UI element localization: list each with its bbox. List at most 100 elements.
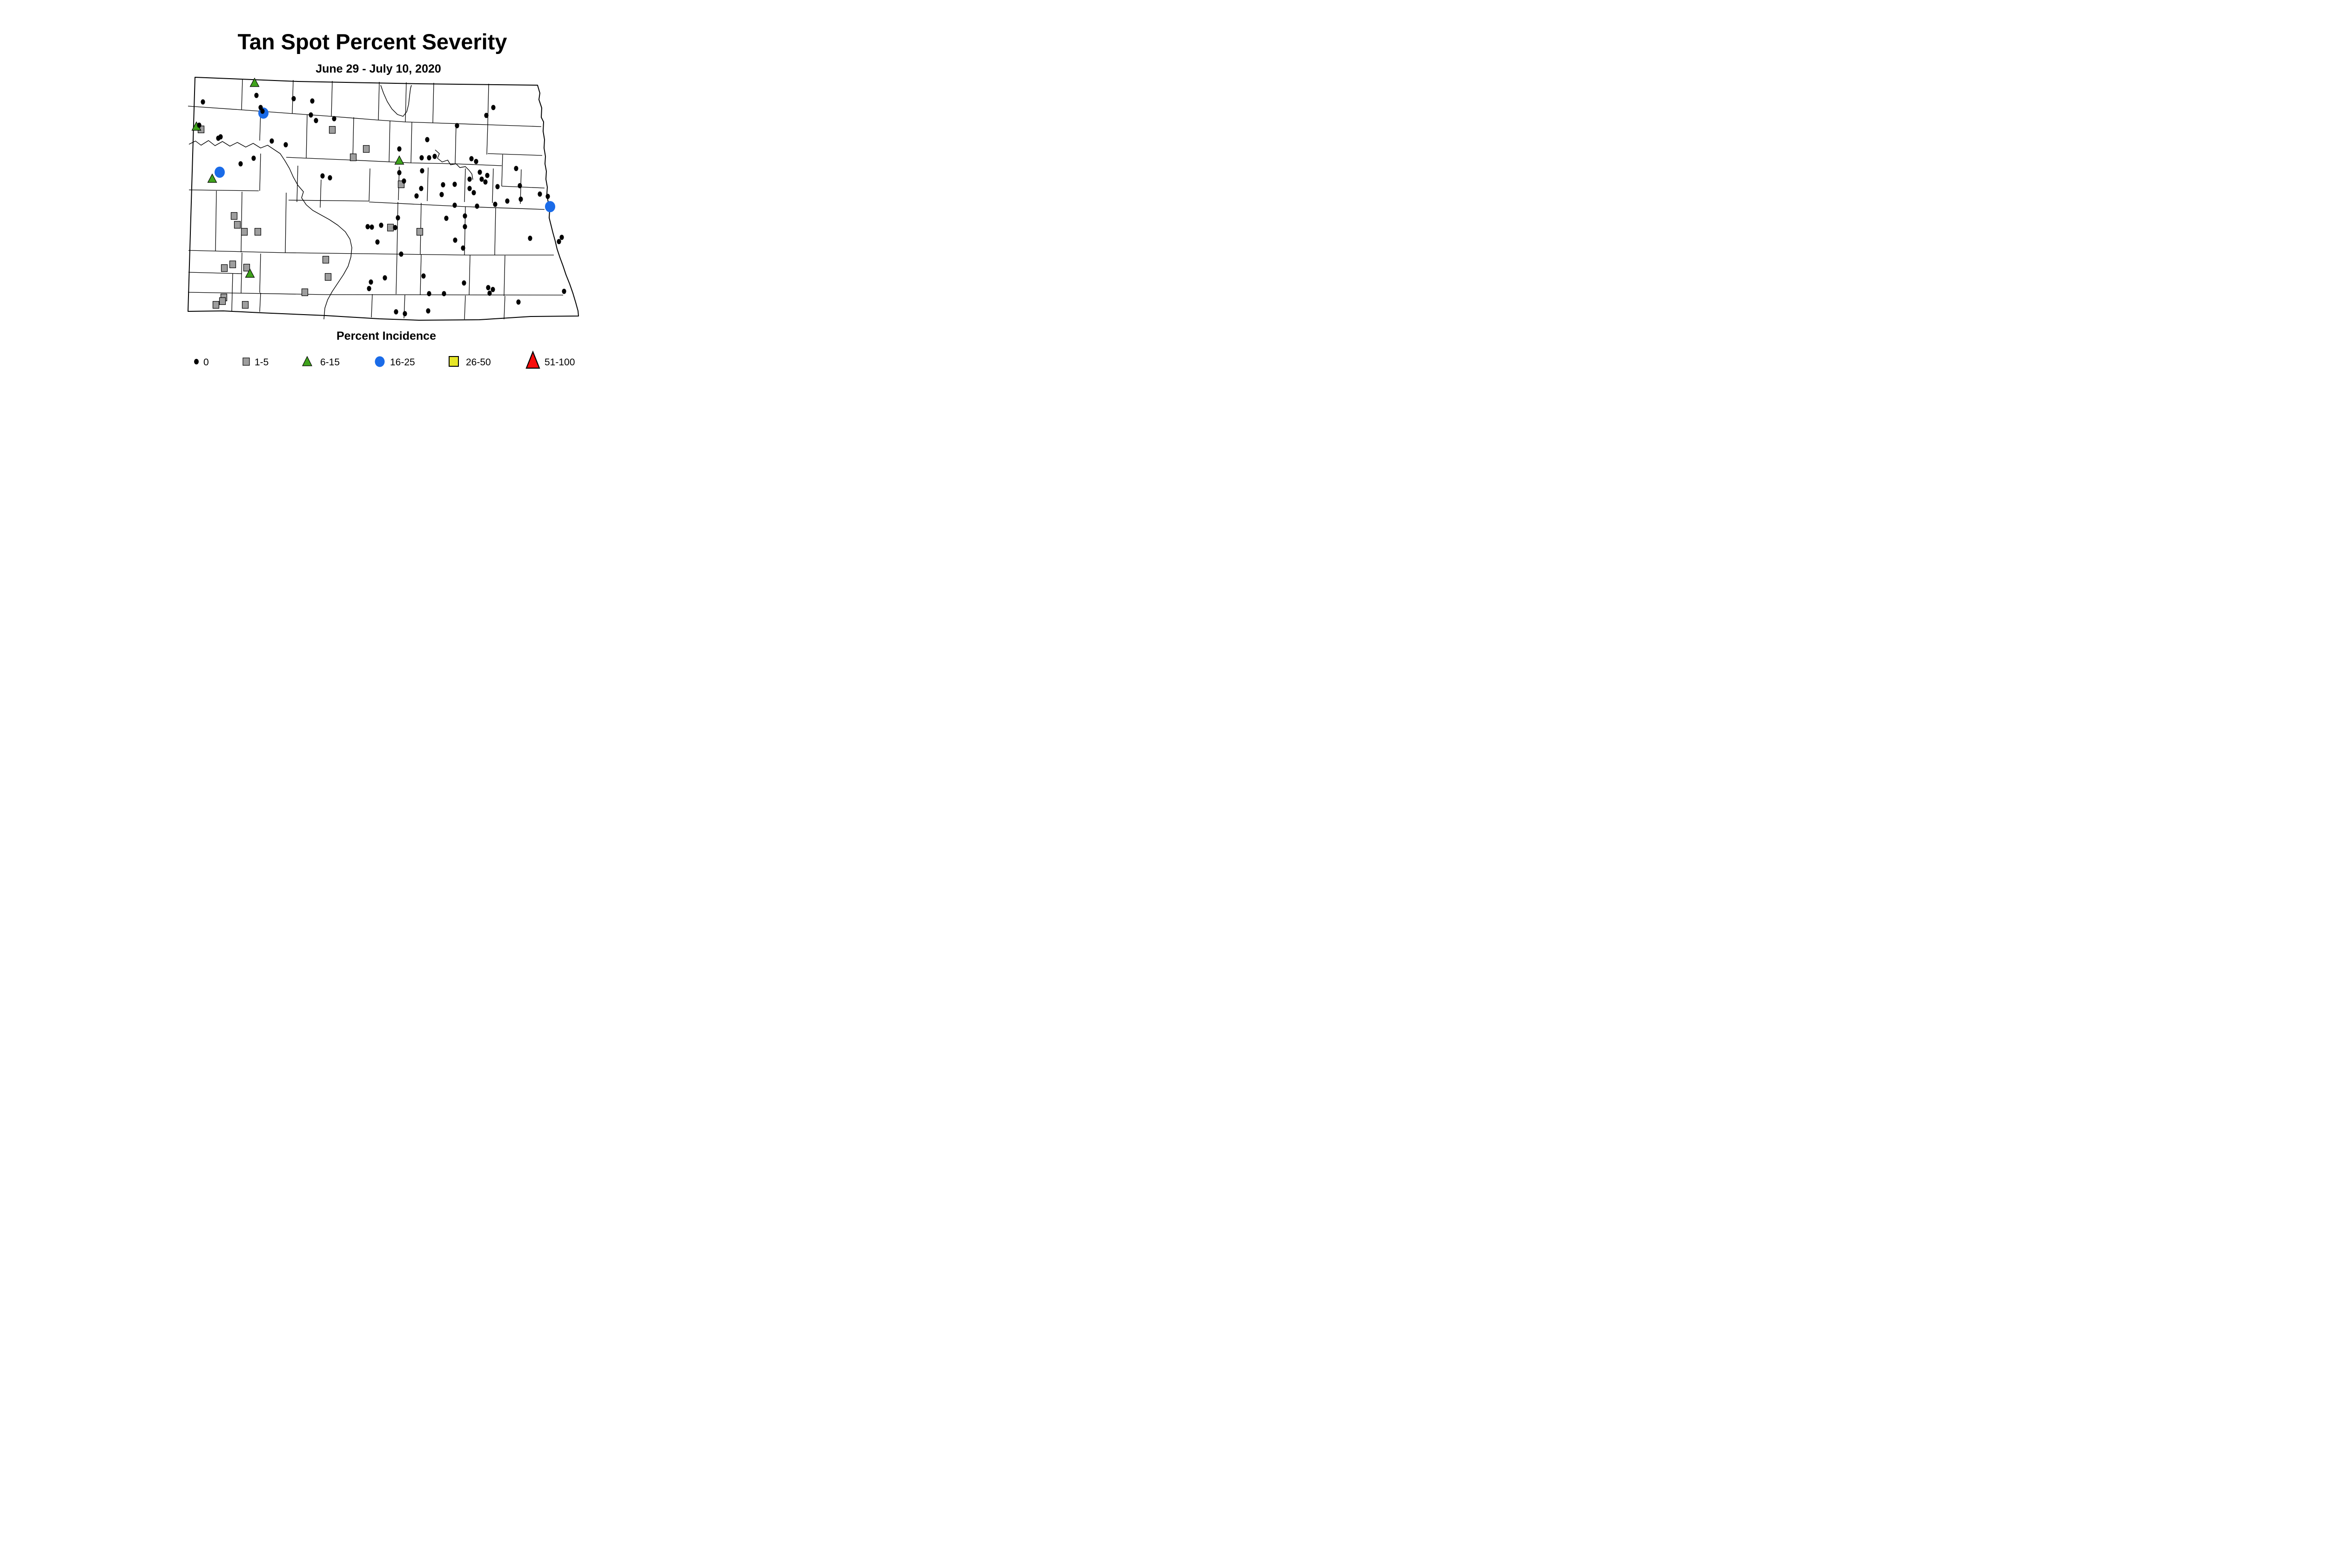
marker-dot bbox=[463, 224, 467, 229]
marker-square bbox=[301, 288, 309, 296]
legend-items: 0 1-5 6-15 16-25 26-50 51-100 bbox=[194, 350, 575, 369]
green-triangle-icon bbox=[302, 356, 312, 366]
marker-dot bbox=[393, 225, 397, 230]
marker-dot bbox=[394, 309, 398, 315]
marker-dot bbox=[369, 279, 373, 285]
marker-dot bbox=[559, 235, 564, 240]
marker-dot bbox=[439, 192, 444, 197]
marker-dot bbox=[483, 179, 488, 185]
marker-dot bbox=[538, 191, 542, 197]
marker-dot bbox=[420, 168, 424, 174]
marker-square bbox=[322, 256, 330, 264]
marker-dot bbox=[419, 155, 424, 161]
marker-square bbox=[243, 263, 250, 272]
missouri-river-line bbox=[188, 140, 352, 320]
marker-dot bbox=[495, 184, 500, 189]
marker-dot bbox=[365, 224, 370, 229]
legend-item-label: 6-15 bbox=[320, 357, 340, 368]
marker-square bbox=[221, 264, 228, 272]
marker-dot bbox=[518, 196, 523, 202]
marker-dot bbox=[452, 182, 457, 187]
marker-dot bbox=[471, 190, 476, 195]
marker-square bbox=[229, 260, 236, 269]
tan-spot-severity-map-page: Tan Spot Percent Severity June 29 - July… bbox=[0, 0, 751, 392]
marker-dot bbox=[251, 155, 256, 161]
marker-dot bbox=[463, 213, 467, 219]
marker-dot bbox=[493, 202, 498, 207]
marker-dot bbox=[328, 175, 332, 181]
marker-dot bbox=[332, 116, 336, 121]
legend-item-label: 51-100 bbox=[545, 357, 575, 368]
marker-dot bbox=[402, 178, 406, 184]
marker-square bbox=[254, 228, 262, 236]
red-triangle-icon bbox=[525, 350, 540, 369]
marker-dot bbox=[403, 311, 407, 316]
marker-dot bbox=[425, 137, 430, 142]
legend: Percent Incidence 0 1-5 6-15 16-25 26-50 51-1… bbox=[194, 330, 575, 369]
marker-dot bbox=[260, 108, 265, 114]
marker-dot bbox=[320, 173, 325, 179]
marker-dot bbox=[432, 154, 437, 159]
marker-dot bbox=[557, 239, 561, 244]
marker-dot bbox=[427, 155, 431, 161]
sheyenne-river-line bbox=[435, 149, 473, 180]
marker-dot bbox=[487, 290, 492, 296]
marker-dot bbox=[469, 156, 474, 162]
marker-dot bbox=[367, 286, 371, 291]
gray-square-icon bbox=[242, 357, 250, 366]
marker-dot bbox=[441, 182, 445, 188]
marker-dot bbox=[375, 239, 380, 245]
marker-square bbox=[212, 301, 220, 309]
marker-square bbox=[230, 212, 238, 220]
marker-triangle bbox=[245, 268, 255, 278]
marker-dot bbox=[562, 289, 566, 294]
page-title: Tan Spot Percent Severity bbox=[238, 29, 507, 54]
marker-triangle bbox=[207, 173, 217, 183]
map-figure: Tan Spot Percent Severity June 29 - July… bbox=[188, 29, 579, 369]
marker-dot bbox=[238, 161, 243, 167]
marker-dot bbox=[370, 224, 374, 230]
marker-dot bbox=[455, 123, 459, 128]
marker-dot bbox=[201, 99, 205, 105]
marker-dot bbox=[467, 186, 472, 191]
marker-dot bbox=[442, 291, 446, 296]
marker-dot bbox=[479, 176, 484, 182]
marker-circle bbox=[545, 201, 555, 212]
marker-dot bbox=[310, 98, 315, 104]
marker-square bbox=[329, 126, 336, 134]
marker-square bbox=[242, 301, 249, 309]
north-dakota-outline bbox=[188, 77, 579, 321]
legend-item-label: 26-50 bbox=[466, 357, 491, 368]
marker-dot bbox=[419, 186, 424, 191]
marker-circle bbox=[215, 167, 225, 178]
yellow-square-icon bbox=[449, 356, 459, 367]
marker-square bbox=[363, 145, 370, 153]
legend-item-label: 1-5 bbox=[255, 357, 269, 368]
marker-square bbox=[387, 223, 394, 232]
marker-dot bbox=[545, 194, 550, 199]
marker-dot bbox=[269, 138, 274, 144]
marker-dot bbox=[218, 134, 223, 140]
marker-dot bbox=[414, 193, 419, 199]
marker-dot bbox=[399, 251, 404, 257]
marker-dot bbox=[484, 113, 489, 118]
marker-dot bbox=[383, 275, 387, 281]
marker-dot bbox=[452, 202, 457, 208]
marker-dot bbox=[254, 93, 259, 98]
mouse-river-line bbox=[380, 85, 412, 117]
marker-dot bbox=[491, 105, 496, 110]
marker-dot bbox=[397, 146, 402, 152]
legend-title: Percent Incidence bbox=[336, 330, 436, 343]
marker-dot bbox=[314, 118, 318, 123]
marker-dot bbox=[421, 273, 426, 279]
marker-dot bbox=[467, 176, 472, 182]
legend-item-label: 0 bbox=[203, 357, 209, 368]
marker-dot bbox=[474, 159, 478, 164]
marker-dot bbox=[461, 245, 465, 251]
marker-dot bbox=[453, 237, 457, 243]
marker-dot bbox=[475, 203, 479, 209]
date-range-subtitle: June 29 - July 10, 2020 bbox=[316, 62, 441, 75]
marker-dot bbox=[462, 280, 466, 286]
marker-square bbox=[324, 273, 332, 281]
legend-item-label: 16-25 bbox=[390, 357, 415, 368]
